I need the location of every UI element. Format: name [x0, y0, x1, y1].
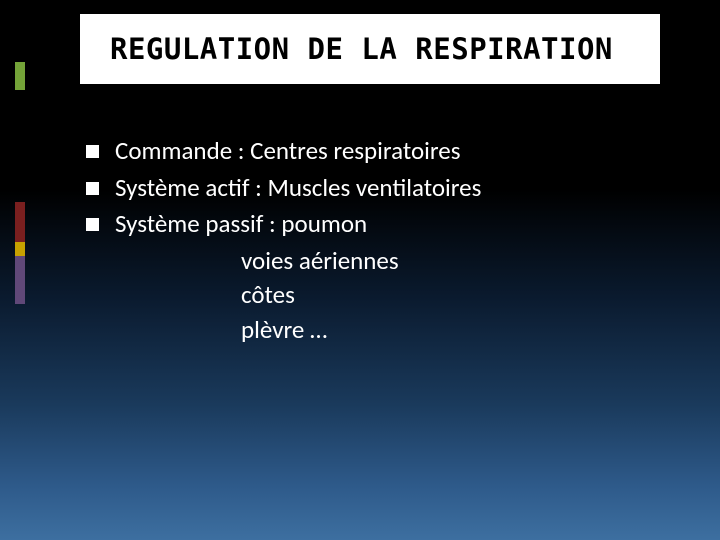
- subline-text: côtes: [241, 279, 646, 312]
- list-item: Système actif : Muscles ventilatoires: [86, 172, 646, 205]
- bullet-text: Système actif : Muscles ventilatoires: [115, 172, 481, 205]
- accent-bar-red: [15, 202, 25, 242]
- list-item: Commande : Centres respiratoires: [86, 135, 646, 168]
- bullet-text: Système passif : poumon: [115, 208, 367, 241]
- bullet-icon: [86, 182, 99, 195]
- accent-bar-green: [15, 62, 25, 90]
- list-item: Système passif : poumon: [86, 208, 646, 241]
- content-area: Commande : Centres respiratoires Système…: [86, 135, 646, 348]
- slide-title: REGULATION DE LA RESPIRATION: [110, 32, 613, 66]
- bullet-icon: [86, 218, 99, 231]
- slide: REGULATION DE LA RESPIRATION Commande : …: [0, 0, 720, 540]
- accent-bar-yellow: [15, 242, 25, 256]
- title-block: REGULATION DE LA RESPIRATION: [80, 14, 660, 84]
- subline-text: voies aériennes: [241, 245, 646, 278]
- accent-bar-purple: [15, 256, 25, 304]
- bullet-text: Commande : Centres respiratoires: [115, 135, 461, 168]
- subline-text: plèvre …: [241, 314, 646, 347]
- bullet-icon: [86, 145, 99, 158]
